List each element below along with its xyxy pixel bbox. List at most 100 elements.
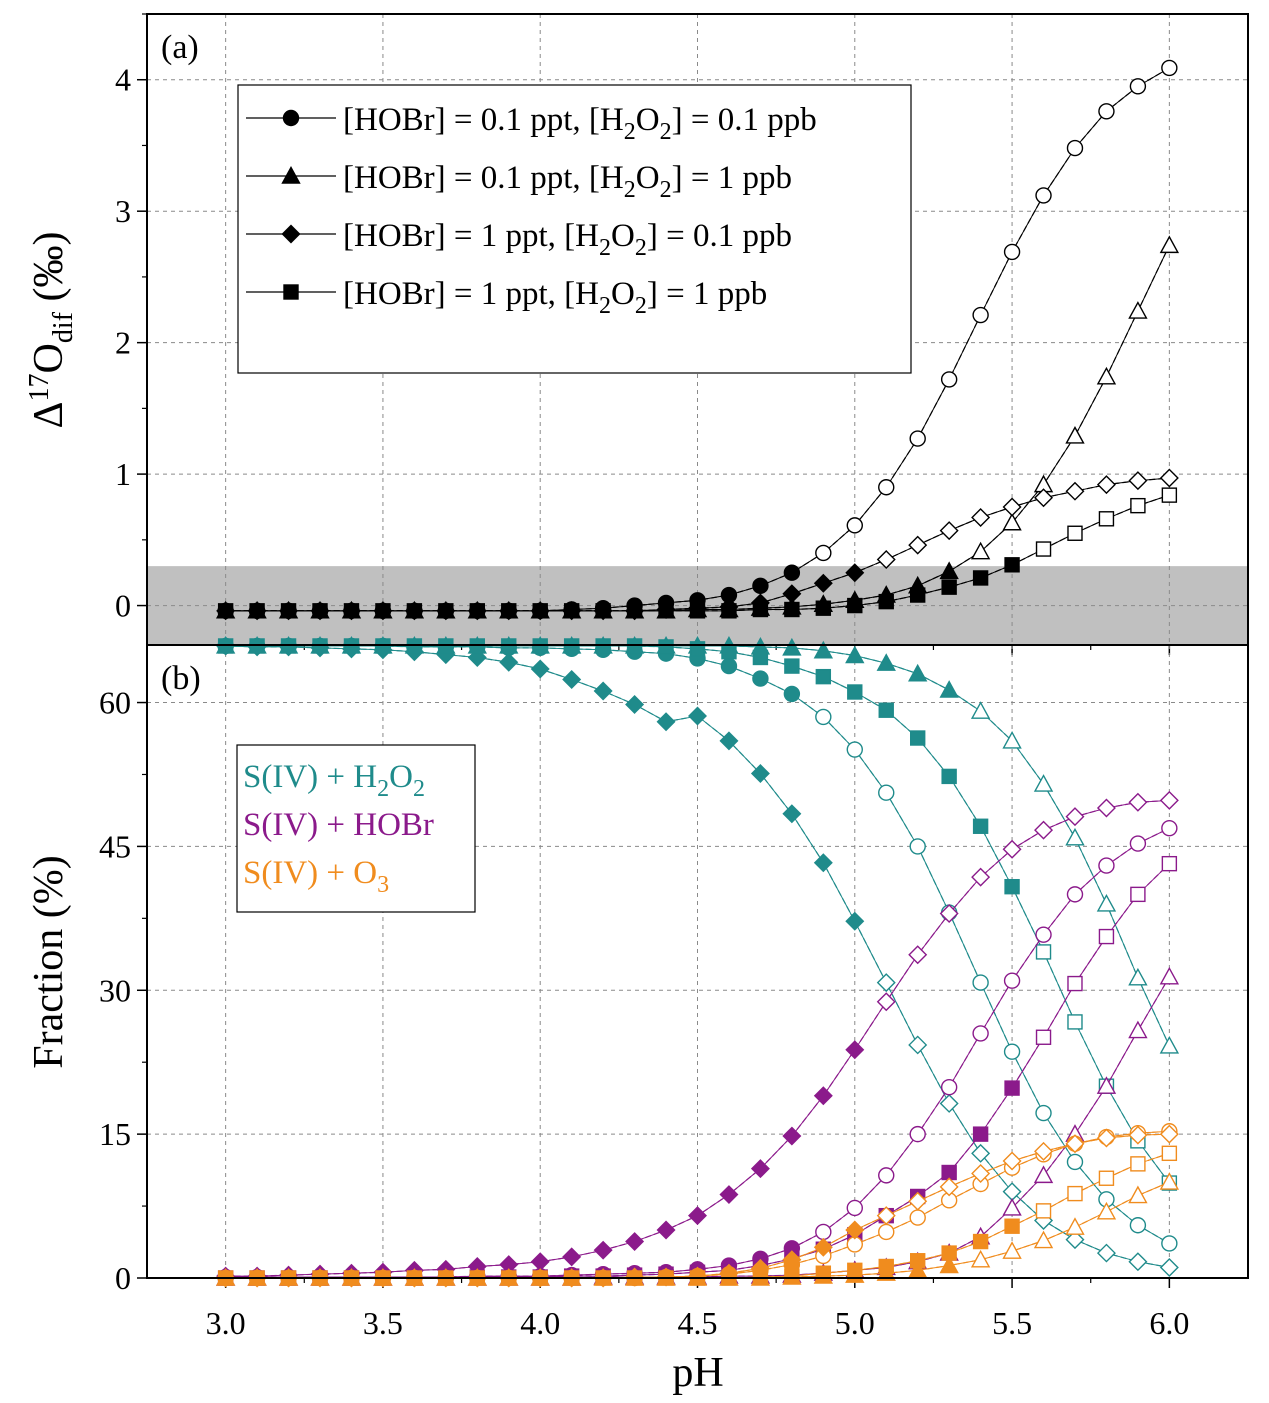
data-point — [593, 1240, 613, 1260]
data-point — [939, 904, 959, 924]
y-tick-label: 1 — [115, 456, 131, 492]
data-point — [971, 1163, 991, 1183]
data-point — [845, 911, 865, 931]
x-tick-label: 5.0 — [835, 1305, 875, 1341]
data-point — [845, 563, 865, 583]
data-point — [939, 680, 959, 698]
legend-label: S(IV) + O3 — [243, 855, 389, 898]
data-point — [1067, 1185, 1083, 1202]
data-point — [689, 641, 706, 657]
data-point — [876, 653, 896, 671]
data-point — [688, 706, 707, 726]
data-point — [909, 430, 926, 447]
x-tick-label: 3.5 — [363, 1305, 403, 1341]
data-point — [813, 1237, 833, 1257]
data-point — [1096, 893, 1117, 912]
data-point — [1002, 1151, 1022, 1171]
data-point — [1065, 481, 1085, 501]
data-point — [1159, 1172, 1180, 1190]
data-point — [784, 1268, 800, 1284]
data-point — [752, 670, 769, 687]
data-point — [972, 818, 989, 834]
data-point — [1004, 878, 1020, 895]
data-point — [1161, 1235, 1178, 1252]
y-tick-label: 45 — [99, 828, 131, 864]
data-point — [375, 603, 391, 619]
data-point — [562, 1247, 582, 1267]
data-point — [721, 603, 737, 619]
legend: S(IV) + H2O2 S(IV) + HOBr S(IV) + O3 — [236, 744, 476, 913]
data-point — [815, 600, 832, 616]
x-tick-label: 5.5 — [992, 1305, 1032, 1341]
y-axis-title: Fraction (%) — [26, 855, 72, 1068]
data-point — [876, 550, 896, 570]
data-point — [1065, 1134, 1085, 1154]
data-point — [1096, 1128, 1116, 1148]
data-point — [752, 649, 769, 666]
data-point — [846, 1199, 863, 1217]
data-point — [1159, 235, 1180, 254]
data-point — [1035, 1104, 1052, 1122]
data-point — [782, 637, 802, 656]
y-tick-label: 60 — [99, 685, 131, 721]
data-point — [908, 663, 928, 682]
y-tick-label: 0 — [115, 1260, 131, 1296]
data-point — [815, 1223, 832, 1241]
data-point — [1067, 1014, 1083, 1030]
legend-marker — [282, 109, 300, 127]
data-point — [971, 867, 991, 887]
data-point — [876, 973, 896, 993]
legend-box — [237, 84, 912, 374]
legend-marker — [281, 166, 301, 184]
x-axis-title: pH — [672, 1350, 723, 1396]
data-point — [845, 1040, 865, 1060]
data-point — [815, 1265, 832, 1281]
data-point — [1096, 1201, 1117, 1220]
data-point — [752, 601, 769, 618]
data-point — [847, 1262, 863, 1279]
data-point — [1128, 1252, 1148, 1272]
legend-box — [236, 744, 476, 913]
data-point — [815, 668, 832, 685]
data-point — [909, 838, 926, 855]
data-point — [847, 597, 863, 614]
data-point — [1096, 1243, 1116, 1263]
panel-label: (a) — [161, 29, 199, 66]
data-point — [1033, 1165, 1054, 1184]
legend-marker — [281, 224, 301, 244]
legend: [HOBr] = 0.1 ppt, [H2O2] = 0.1 ppb [HOBr]… — [237, 84, 912, 374]
data-point — [626, 603, 643, 619]
y-tick-label: 3 — [115, 193, 131, 229]
data-point — [1159, 1257, 1179, 1277]
data-point — [784, 601, 800, 618]
data-point — [909, 1125, 926, 1143]
data-point — [1066, 886, 1084, 903]
data-point — [1161, 1145, 1178, 1162]
y-tick-label: 30 — [99, 972, 131, 1008]
data-point — [972, 1025, 989, 1042]
legend-label: [HOBr] = 0.1 ppt, [H2O2] = 0.1 ppb — [343, 102, 817, 145]
data-point — [658, 603, 674, 619]
data-point — [782, 1250, 802, 1270]
data-point — [813, 640, 834, 659]
data-point — [1129, 78, 1147, 95]
data-point — [1128, 471, 1148, 491]
data-point — [721, 644, 737, 660]
data-point — [910, 1253, 926, 1269]
data-point — [846, 741, 863, 758]
data-point — [719, 731, 739, 751]
data-point — [878, 1258, 894, 1275]
x-tick-label: 4.0 — [520, 1305, 560, 1341]
data-point — [750, 764, 770, 784]
data-point — [1130, 497, 1146, 514]
data-point — [783, 564, 801, 581]
data-point — [1161, 487, 1178, 503]
data-point — [1159, 1124, 1179, 1144]
data-point — [1096, 798, 1116, 818]
data-point — [1035, 944, 1052, 960]
data-point — [720, 657, 738, 675]
legend-label: [HOBr] = 1 ppt, [H2O2] = 0.1 ppb — [343, 218, 792, 261]
data-point — [1035, 1029, 1052, 1045]
data-point — [1067, 525, 1083, 541]
